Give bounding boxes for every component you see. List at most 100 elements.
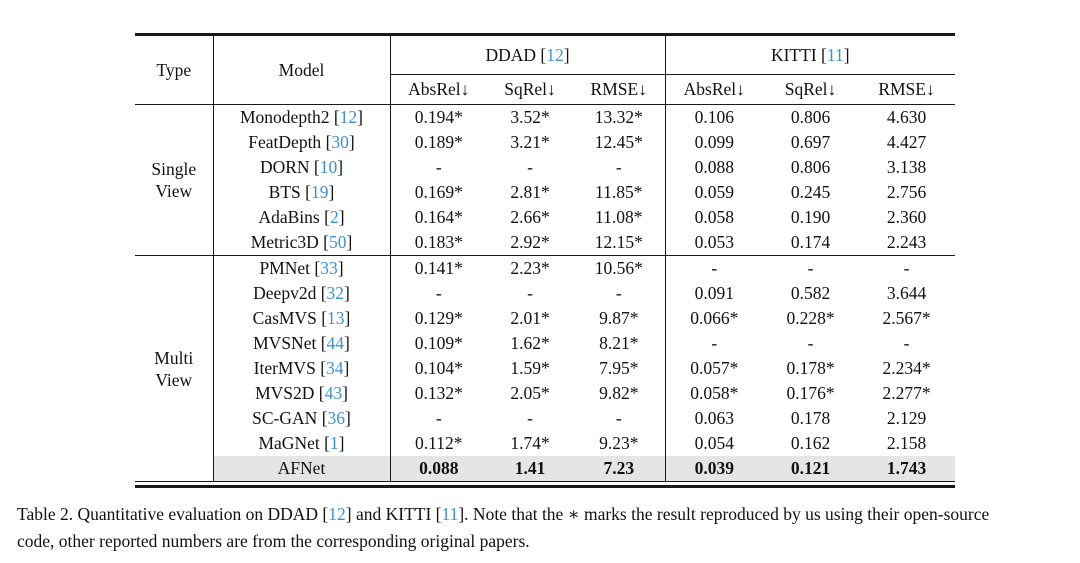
dataset-name: KITTI (770, 44, 817, 65)
metric-value: 2.567* (882, 308, 931, 328)
metric-value: 10.56* (573, 255, 666, 281)
metric-value: 0.189* (414, 132, 463, 152)
col-header-kitti: KITTI [11] (665, 36, 956, 75)
table-row: Multi View PMNet [33] 0.141* 2.23* 10.56* - - - (135, 255, 956, 482)
metric-value: 9.23* (573, 431, 666, 456)
bracket: [ (536, 44, 547, 65)
results-table-wrapper: Type Model DDAD [12] KITTI [11] AbsRel↓ … (135, 33, 956, 488)
metric-value: - (858, 255, 956, 281)
citation-link[interactable]: 36 (327, 408, 346, 428)
caption-text: code, other reported numbers are from th… (17, 530, 530, 551)
metric-value: 2.756 (886, 182, 927, 202)
metric-value: 0.063 (694, 408, 734, 428)
metric-value: 9.82* (573, 381, 666, 406)
metric-value: 0.697 (790, 132, 831, 152)
model-name: Metric3D [50] (213, 230, 391, 256)
model-name: CasMVS [13] (213, 306, 391, 331)
metric-value: 12.45* (573, 130, 666, 155)
metric-value: 0.141* (390, 255, 487, 281)
citation-link[interactable]: 2 (329, 207, 339, 227)
metric-value: 9.87* (573, 306, 666, 331)
citation-link[interactable]: 50 (328, 232, 347, 252)
citation-link[interactable]: 43 (324, 383, 343, 403)
metric-value: 2.23* (487, 255, 573, 281)
citation-link[interactable]: 33 (320, 258, 338, 278)
caption-text: ]. Note that the ∗ marks the result repr… (458, 504, 990, 524)
metric-value: 0.106 (694, 107, 734, 127)
metric-value: 2.05* (510, 383, 550, 403)
metric-value: 4.427 (886, 132, 927, 152)
model-name: DORN [10] (213, 155, 391, 180)
citation-link[interactable]: 32 (326, 283, 345, 303)
row-group-label: Multi View (135, 255, 214, 482)
citation-link[interactable]: 44 (326, 333, 345, 353)
dataset-name: DDAD (485, 44, 537, 65)
citation-link[interactable]: 12 (328, 504, 346, 524)
metric-value: 2.92* (510, 232, 550, 252)
metric-value: - (435, 283, 442, 303)
citation-link[interactable]: 30 (331, 132, 349, 152)
model-name: SC-GAN [36] (213, 406, 391, 431)
metric-value: 2.129 (886, 408, 927, 428)
metric-value: 0.132* (414, 383, 463, 403)
citation-link[interactable]: 10 (319, 157, 338, 177)
model-name: Monodepth2 [12] (213, 104, 391, 130)
metric-value: 0.104* (414, 358, 463, 378)
metric-value: 8.21* (573, 331, 666, 356)
metric-value: 2.360 (886, 207, 927, 227)
col-header-rmse-kitti: RMSE↓ (858, 74, 956, 105)
metric-value: 0.054 (694, 433, 734, 453)
col-header-ddad: DDAD [12] (390, 36, 666, 75)
metric-value: 1.59* (510, 358, 550, 378)
table-caption: Table 2. Quantitative evaluation on DDAD… (17, 501, 1069, 554)
metric-value: 1.743 (858, 456, 956, 482)
metric-value: 2.81* (510, 182, 550, 202)
citation-link[interactable]: 13 (327, 308, 345, 328)
table-row: IterMVS [34] 0.104* 1.59* 7.95* 0.057* 0.178*… (135, 356, 955, 381)
table-row: AdaBins [2] 0.164* 2.66* 11.08* 0.058 0.190 2.… (135, 205, 955, 230)
metric-value: - (573, 281, 666, 306)
metric-value: - (527, 157, 533, 177)
citation-link[interactable]: 12 (339, 107, 358, 127)
metric-value: 0.066* (690, 308, 739, 328)
metric-value: 0.806 (790, 107, 831, 127)
metric-value: 3.52* (510, 107, 550, 127)
model-name: IterMVS [34] (213, 356, 391, 381)
bracket: ] (563, 44, 570, 65)
metric-value: - (711, 333, 718, 353)
citation-link[interactable]: 11 (826, 44, 844, 65)
col-header-absrel-kitti: AbsRel↓ (665, 74, 764, 105)
metric-value: - (573, 406, 666, 431)
model-name: BTS [19] (213, 180, 391, 205)
metric-value: 0.183* (414, 232, 463, 252)
metric-value: 0.582 (790, 283, 831, 303)
model-name: MVSNet [44] (213, 331, 391, 356)
metric-value: 0.190 (790, 207, 831, 227)
model-name: AFNet (213, 456, 391, 482)
metric-value: 2.234* (882, 358, 931, 378)
table-row: Deepv2d [32] - - - 0.091 0.582 3.644 (135, 281, 955, 306)
metric-value: 0.058 (694, 207, 734, 227)
bracket: ] (843, 44, 850, 65)
model-name: MVS2D [43] (213, 381, 391, 406)
model-name: PMNet [33] (213, 255, 391, 281)
metric-value: - (435, 157, 442, 177)
metric-value: 0.164* (414, 207, 463, 227)
citation-link[interactable]: 12 (546, 44, 564, 65)
table-row: Metric3D [50] 0.183* 2.92* 12.15* 0.053 0.174… (135, 230, 955, 256)
col-header-absrel-ddad: AbsRel↓ (390, 74, 487, 105)
metric-value: 3.644 (886, 283, 927, 303)
metric-value: 0.058* (690, 383, 739, 403)
metric-value: 11.85* (573, 180, 666, 205)
metric-value: 0.121 (763, 456, 859, 482)
metric-value: 0.039 (665, 456, 764, 482)
table-row: MaGNet [1] 0.112* 1.74* 9.23* 0.054 0.162 2.15… (135, 431, 955, 456)
metric-value: - (807, 333, 814, 353)
citation-link[interactable]: 19 (310, 182, 329, 202)
citation-link[interactable]: 11 (441, 504, 459, 524)
table-row: CasMVS [13] 0.129* 2.01* 9.87* 0.066* 0.228* 2… (135, 306, 955, 331)
metric-value: 0.059 (694, 182, 734, 202)
citation-link[interactable]: 1 (329, 433, 339, 453)
citation-link[interactable]: 34 (326, 358, 344, 378)
